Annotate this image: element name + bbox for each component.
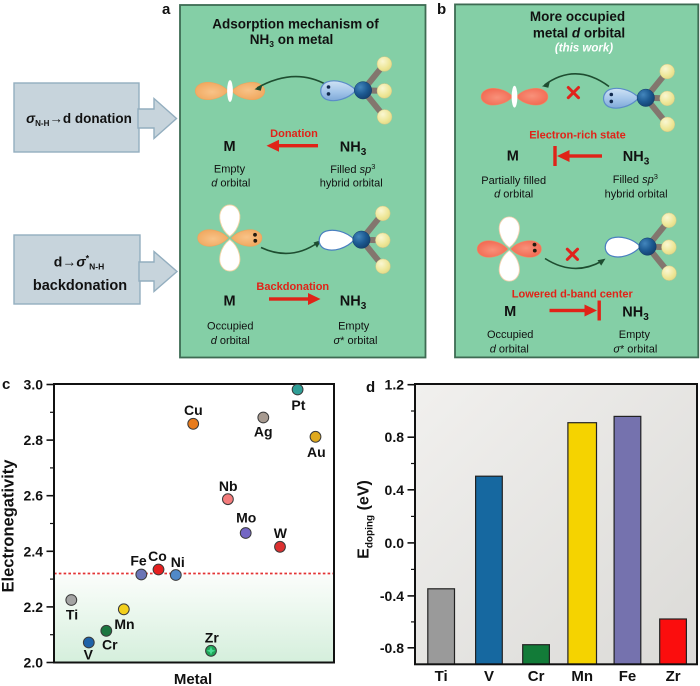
svg-text:σN-H→d donation: σN-H→d donation (26, 111, 132, 128)
svg-text:2.4: 2.4 (24, 543, 44, 559)
svg-text:M: M (223, 294, 235, 310)
svg-text:2.6: 2.6 (24, 488, 44, 504)
svg-text:hybrid orbital: hybrid orbital (605, 189, 668, 201)
svg-text:V: V (484, 668, 494, 685)
svg-text:Cu: Cu (184, 402, 203, 418)
svg-text:Mo: Mo (236, 510, 256, 526)
svg-text:Ag: Ag (254, 424, 273, 440)
svg-text:M: M (504, 304, 516, 320)
svg-text:Filled sp3: Filled sp3 (330, 162, 375, 176)
svg-text:Fe: Fe (619, 668, 637, 685)
svg-text:W: W (274, 525, 288, 541)
svg-text:More occupied: More occupied (530, 9, 625, 24)
svg-text:Partially filled: Partially filled (481, 175, 546, 187)
svg-text:Zr: Zr (666, 668, 681, 685)
svg-text:Mn: Mn (571, 668, 593, 685)
svg-text:Zr: Zr (205, 630, 220, 646)
svg-text:NH3: NH3 (340, 140, 367, 159)
svg-text:Ni: Ni (171, 554, 185, 570)
svg-text:Cr: Cr (528, 668, 545, 685)
svg-text:c: c (2, 376, 10, 393)
svg-text:Empty: Empty (214, 164, 246, 176)
svg-text:NH3: NH3 (623, 149, 650, 168)
svg-text:a: a (162, 1, 171, 18)
svg-text:2.8: 2.8 (24, 432, 44, 448)
svg-text:NH3: NH3 (622, 304, 649, 323)
svg-text:d orbital: d orbital (211, 335, 250, 347)
svg-text:M: M (507, 149, 519, 165)
svg-text:σ* orbital: σ* orbital (613, 343, 657, 355)
svg-text:0.4: 0.4 (385, 482, 405, 498)
svg-text:Ti: Ti (66, 607, 78, 623)
svg-text:b: b (437, 1, 446, 18)
svg-text:backdonation: backdonation (33, 278, 127, 294)
svg-text:d orbital: d orbital (494, 189, 533, 201)
svg-text:3.0: 3.0 (24, 377, 44, 393)
svg-text:Occupied: Occupied (487, 329, 533, 341)
svg-text:NH3 on metal: NH3 on metal (250, 32, 334, 49)
svg-text:1.2: 1.2 (385, 377, 405, 393)
svg-text:Au: Au (307, 444, 326, 460)
svg-text:0.8: 0.8 (385, 429, 405, 445)
svg-text:Co: Co (148, 548, 167, 564)
svg-text:Occupied: Occupied (207, 321, 253, 333)
svg-text:2.0: 2.0 (24, 655, 44, 671)
svg-text:Cr: Cr (102, 637, 118, 653)
svg-text:d orbital: d orbital (211, 178, 250, 190)
svg-text:Mn: Mn (114, 616, 134, 632)
svg-text:Backdonation: Backdonation (256, 281, 329, 293)
svg-text:Empty: Empty (619, 329, 651, 341)
svg-text:σ* orbital: σ* orbital (334, 335, 378, 347)
svg-text:Pt: Pt (291, 397, 305, 413)
svg-text:Adsorption mechanism of: Adsorption mechanism of (212, 17, 379, 32)
svg-text:d orbital: d orbital (490, 343, 529, 355)
svg-text:Electron-rich state: Electron-rich state (529, 130, 626, 142)
svg-text:Ti: Ti (435, 668, 448, 685)
svg-text:(this work): (this work) (555, 43, 613, 55)
svg-text:Metal: Metal (174, 671, 212, 686)
svg-text:Donation: Donation (270, 128, 318, 140)
svg-text:Lowered d-band center: Lowered d-band center (512, 289, 634, 301)
svg-text:-0.4: -0.4 (380, 588, 404, 604)
svg-text:M: M (223, 139, 235, 155)
svg-text:Empty: Empty (338, 321, 370, 333)
svg-text:d: d (366, 379, 375, 396)
svg-text:0.0: 0.0 (385, 535, 405, 551)
svg-text:NH3: NH3 (340, 294, 367, 313)
svg-text:Nb: Nb (219, 478, 238, 494)
svg-text:V: V (84, 647, 94, 663)
svg-text:hybrid orbital: hybrid orbital (320, 178, 383, 190)
svg-text:Fe: Fe (130, 553, 147, 569)
svg-text:-0.8: -0.8 (380, 640, 404, 656)
svg-text:Electronegativity: Electronegativity (0, 459, 18, 593)
svg-text:2.2: 2.2 (24, 599, 44, 615)
svg-text:metal d orbital: metal d orbital (533, 26, 625, 41)
svg-text:Filled sp3: Filled sp3 (613, 172, 658, 186)
